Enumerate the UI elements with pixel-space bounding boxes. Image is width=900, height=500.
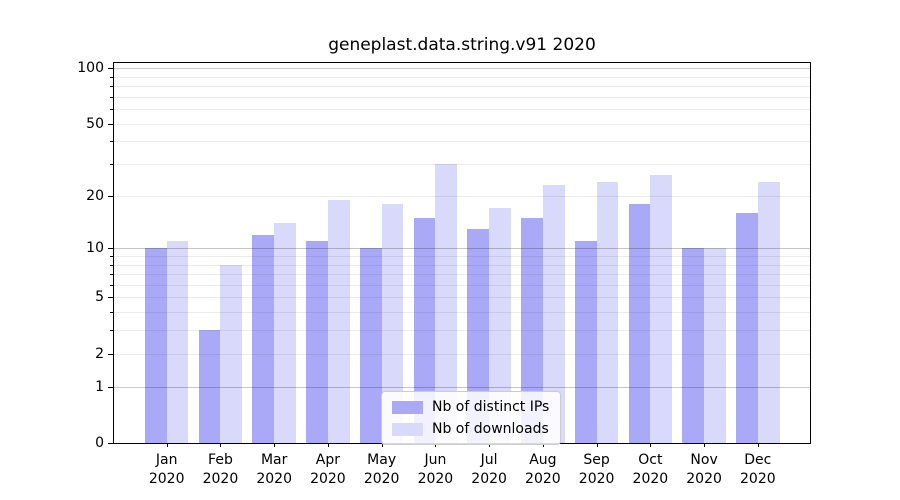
y-minortick-90 bbox=[110, 76, 113, 78]
bar-downloads-feb bbox=[220, 264, 243, 443]
y-tick-label-1: 1 bbox=[95, 378, 104, 395]
y-minortick-9 bbox=[110, 255, 113, 257]
bar-downloads-mar bbox=[274, 223, 296, 443]
bar-distinct-ips-sep bbox=[574, 241, 597, 443]
legend-entry-distinct-ips: Nb of distinct IPs bbox=[392, 399, 549, 415]
x-tick-label-dec: Dec 2020 bbox=[740, 452, 776, 487]
x-tick-label-nov: Nov 2020 bbox=[686, 452, 722, 487]
bar-distinct-ips-nov bbox=[682, 248, 705, 443]
y-tick-0 bbox=[108, 443, 113, 444]
y-tick-label-0: 0 bbox=[95, 435, 104, 451]
x-tick-label-may: May 2020 bbox=[363, 452, 400, 487]
y-tick-label-20: 20 bbox=[86, 187, 104, 204]
y-tick-label-5: 5 bbox=[95, 289, 104, 306]
x-tick-mar bbox=[274, 443, 276, 447]
x-tick-label-jul: Jul 2020 bbox=[471, 452, 507, 487]
legend-label-downloads: Nb of downloads bbox=[432, 421, 549, 437]
bar-downloads-jun bbox=[435, 164, 458, 443]
y-tick-100 bbox=[108, 68, 113, 69]
legend-label-distinct-ips: Nb of distinct IPs bbox=[432, 399, 550, 415]
bar-downloads-jul bbox=[489, 208, 511, 443]
y-minortick-70 bbox=[110, 96, 113, 98]
x-tick-label-jan: Jan 2020 bbox=[148, 452, 185, 487]
y-tick-2 bbox=[108, 353, 113, 355]
y-minortick-30 bbox=[110, 164, 113, 165]
x-tick-label-jun: Jun 2020 bbox=[417, 452, 454, 487]
legend-swatch-downloads bbox=[392, 422, 423, 436]
plot-area: Jan 2020 Feb 2020 Mar 2020 Apr 2020 May 2020… bbox=[77, 60, 811, 487]
y-minortick-7 bbox=[110, 274, 113, 275]
bar-downloads-may bbox=[381, 203, 404, 443]
bars-layer bbox=[114, 63, 810, 443]
y-minortick-6 bbox=[110, 284, 113, 286]
bar-downloads-apr bbox=[327, 199, 350, 443]
y-minortick-5 bbox=[110, 297, 113, 299]
x-tick-label-aug: Aug 2020 bbox=[525, 452, 561, 487]
y-minortick-20 bbox=[110, 195, 113, 197]
y-tick-50 bbox=[108, 123, 113, 125]
bar-distinct-ips-aug bbox=[521, 217, 543, 443]
y-tick-label-100: 100 bbox=[77, 60, 104, 76]
y-tick-label-50: 50 bbox=[86, 115, 104, 132]
y-minortick-50 bbox=[110, 123, 113, 125]
y-minortick-3 bbox=[110, 330, 113, 332]
y-minortick-4 bbox=[110, 312, 113, 314]
x-tick-nov bbox=[704, 443, 706, 447]
bar-downloads-dec bbox=[757, 181, 780, 443]
x-tick-label-mar: Mar 2020 bbox=[256, 452, 292, 487]
legend: Nb of distinct IPs Nb of downloads bbox=[381, 391, 562, 445]
chart-title: geneplast.data.string.v91 2020 bbox=[328, 35, 596, 55]
bar-downloads-oct bbox=[650, 175, 673, 443]
bar-distinct-ips-oct bbox=[628, 203, 651, 443]
bar-distinct-ips-may bbox=[359, 248, 382, 443]
x-tick-sep bbox=[596, 443, 598, 447]
y-tick-10 bbox=[108, 248, 113, 250]
x-tick-dec bbox=[757, 443, 759, 447]
bar-distinct-ips-jan bbox=[144, 248, 167, 443]
y-minortick-8 bbox=[110, 264, 113, 266]
y-minortick-80 bbox=[110, 85, 113, 87]
bar-downloads-aug bbox=[542, 184, 565, 443]
x-tick-label-feb: Feb 2020 bbox=[202, 452, 239, 487]
y-tick-label-2: 2 bbox=[95, 345, 104, 362]
x-tick-jan bbox=[166, 443, 168, 447]
bar-downloads-nov bbox=[704, 248, 726, 443]
y-minortick-60 bbox=[110, 109, 113, 110]
y-tick-5 bbox=[108, 297, 113, 299]
bar-distinct-ips-jun bbox=[413, 217, 436, 443]
legend-swatch-distinct-ips bbox=[392, 400, 423, 414]
y-tick-20 bbox=[108, 195, 113, 197]
y-tick-label-10: 10 bbox=[86, 240, 104, 257]
bar-distinct-ips-dec bbox=[736, 212, 758, 443]
y-tick-1 bbox=[108, 386, 113, 388]
x-tick-label-sep: Sep 2020 bbox=[578, 452, 615, 487]
y-minortick-2 bbox=[110, 353, 113, 355]
bar-downloads-sep bbox=[596, 181, 619, 443]
bar-distinct-ips-apr bbox=[306, 241, 328, 443]
legend-entry-downloads: Nb of downloads bbox=[392, 421, 549, 437]
x-tick-label-oct: Oct 2020 bbox=[632, 452, 669, 487]
bar-downloads-jan bbox=[166, 241, 189, 443]
bar-distinct-ips-mar bbox=[252, 234, 275, 443]
bar-distinct-ips-feb bbox=[198, 330, 221, 443]
x-tick-oct bbox=[650, 443, 652, 447]
bar-distinct-ips-jul bbox=[467, 228, 490, 443]
x-tick-label-apr: Apr 2020 bbox=[310, 452, 346, 487]
y-minortick-40 bbox=[110, 141, 113, 143]
x-tick-feb bbox=[220, 443, 222, 447]
x-tick-apr bbox=[327, 443, 329, 447]
